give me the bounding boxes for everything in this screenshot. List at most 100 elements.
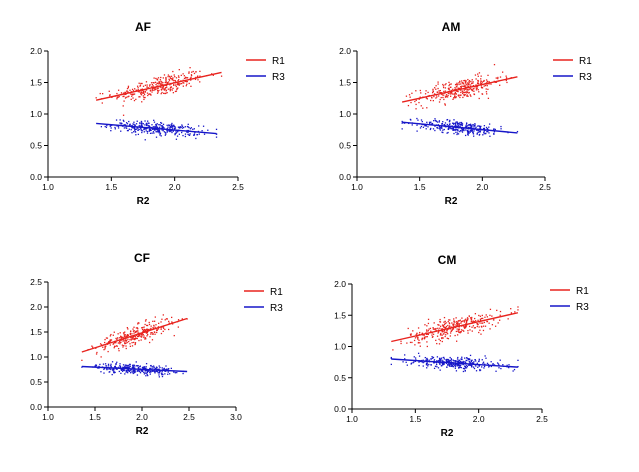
data-point xyxy=(448,326,450,328)
data-point xyxy=(463,320,465,322)
data-point xyxy=(432,100,434,102)
data-point xyxy=(445,83,447,85)
data-point xyxy=(418,355,421,357)
data-point xyxy=(517,306,519,308)
data-point xyxy=(138,125,140,127)
data-point xyxy=(466,90,468,92)
data-point xyxy=(148,128,151,130)
data-point xyxy=(432,128,435,130)
data-point xyxy=(418,98,420,100)
data-point xyxy=(458,367,460,369)
data-point xyxy=(120,366,122,368)
data-point xyxy=(466,359,468,362)
data-point xyxy=(143,373,146,375)
data-point xyxy=(458,94,460,96)
data-point xyxy=(134,371,137,373)
data-point xyxy=(465,326,467,328)
data-point xyxy=(158,365,160,367)
data-point xyxy=(432,90,434,92)
data-point xyxy=(157,87,159,89)
data-point xyxy=(129,89,131,91)
data-point xyxy=(434,119,437,122)
data-point xyxy=(132,369,134,371)
data-point xyxy=(452,323,454,326)
data-point xyxy=(460,124,462,126)
data-point xyxy=(110,124,112,127)
data-point xyxy=(456,133,458,136)
data-point xyxy=(467,130,469,132)
data-point xyxy=(162,85,164,88)
data-point xyxy=(480,78,482,80)
data-point xyxy=(126,370,128,373)
data-point xyxy=(482,325,485,327)
data-point xyxy=(132,97,134,99)
data-point xyxy=(426,341,428,343)
data-point xyxy=(475,87,478,89)
data-point xyxy=(443,358,446,360)
data-point xyxy=(479,329,481,331)
data-point xyxy=(170,124,172,127)
data-point xyxy=(458,320,460,322)
data-point xyxy=(149,89,152,91)
data-point xyxy=(182,73,184,75)
data-point xyxy=(483,321,486,324)
data-point xyxy=(146,332,148,334)
data-point xyxy=(160,76,162,79)
data-point xyxy=(460,321,462,323)
data-point xyxy=(457,123,459,126)
data-point xyxy=(181,318,183,320)
data-point xyxy=(517,365,519,368)
data-point xyxy=(459,319,462,321)
data-point xyxy=(113,342,116,344)
data-point xyxy=(492,363,494,365)
data-point xyxy=(470,320,472,323)
data-point xyxy=(169,373,171,375)
data-point xyxy=(446,118,449,121)
data-point xyxy=(168,322,170,324)
data-point xyxy=(126,366,128,368)
data-point xyxy=(471,79,473,81)
x-tick-label: 1.0 xyxy=(42,412,54,422)
data-point xyxy=(168,79,171,81)
data-point xyxy=(437,83,439,85)
data-point xyxy=(143,330,145,332)
data-point xyxy=(455,96,457,99)
data-point xyxy=(471,125,473,127)
data-point xyxy=(459,96,461,99)
data-point xyxy=(170,124,172,126)
data-point xyxy=(120,130,122,132)
data-point xyxy=(446,337,448,339)
data-point xyxy=(137,330,139,332)
data-point xyxy=(443,363,445,365)
data-point xyxy=(473,327,476,329)
data-point xyxy=(470,319,473,321)
data-point xyxy=(444,335,446,338)
data-point xyxy=(207,129,209,131)
data-point xyxy=(145,362,148,365)
data-point xyxy=(458,323,460,325)
data-point xyxy=(115,119,118,121)
data-point xyxy=(145,124,148,127)
data-point xyxy=(422,126,425,128)
data-point xyxy=(462,82,464,85)
data-point xyxy=(96,351,98,354)
y-tick-label: 2.0 xyxy=(334,279,346,289)
data-point xyxy=(476,325,478,328)
data-point xyxy=(134,367,136,369)
data-point xyxy=(460,364,462,366)
data-point xyxy=(470,130,472,132)
data-point xyxy=(442,362,444,364)
data-point xyxy=(455,317,457,319)
data-point xyxy=(110,365,112,368)
data-point xyxy=(114,126,116,129)
data-point xyxy=(127,96,129,98)
data-point xyxy=(157,372,159,374)
data-point xyxy=(445,361,447,363)
data-point xyxy=(488,123,491,125)
data-point xyxy=(442,356,444,359)
data-point xyxy=(437,324,439,326)
data-point xyxy=(171,131,173,134)
data-point xyxy=(484,325,487,327)
data-point xyxy=(457,129,459,131)
data-point xyxy=(104,348,106,350)
